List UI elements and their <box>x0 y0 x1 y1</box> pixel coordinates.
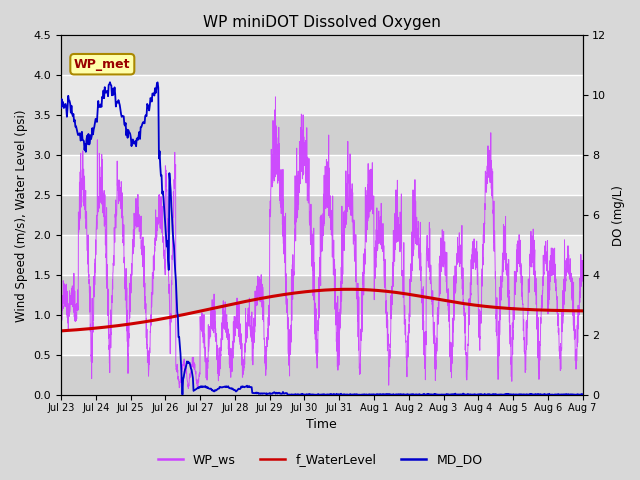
Bar <box>61 195 582 235</box>
Bar <box>61 275 582 315</box>
Title: WP miniDOT Dissolved Oxygen: WP miniDOT Dissolved Oxygen <box>203 15 441 30</box>
Bar <box>61 235 582 275</box>
Bar <box>61 75 582 115</box>
Bar <box>61 115 582 156</box>
Y-axis label: DO (mg/L): DO (mg/L) <box>612 185 625 246</box>
Bar <box>61 156 582 195</box>
Bar <box>61 315 582 355</box>
Legend: WP_ws, f_WaterLevel, MD_DO: WP_ws, f_WaterLevel, MD_DO <box>152 448 488 471</box>
Bar <box>61 36 582 75</box>
Bar <box>61 355 582 395</box>
Y-axis label: Wind Speed (m/s), Water Level (psi): Wind Speed (m/s), Water Level (psi) <box>15 109 28 322</box>
Text: WP_met: WP_met <box>74 58 131 71</box>
X-axis label: Time: Time <box>307 419 337 432</box>
